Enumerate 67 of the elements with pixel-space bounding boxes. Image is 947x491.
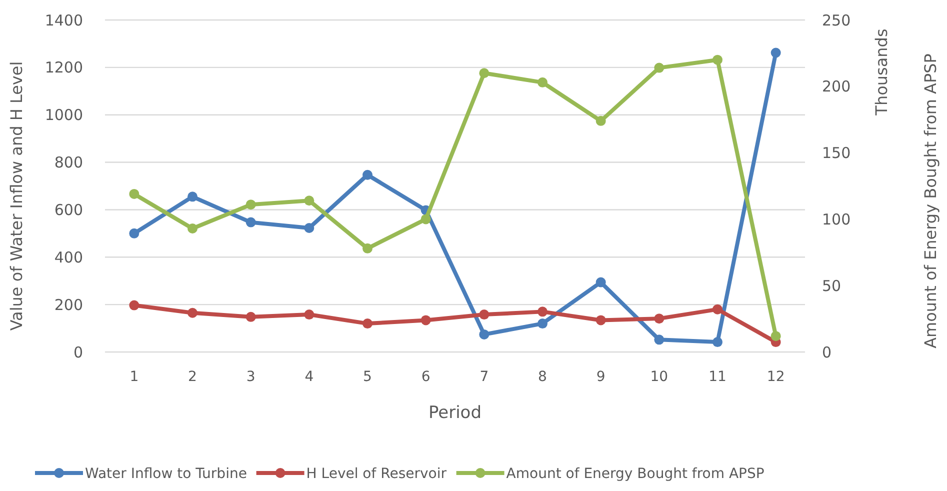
point xyxy=(420,315,431,326)
point xyxy=(304,222,314,233)
point xyxy=(654,314,664,324)
x-tick-label: 11 xyxy=(708,368,726,385)
point xyxy=(770,48,781,58)
point xyxy=(129,300,140,310)
y-tick-label: 400 xyxy=(54,248,83,266)
point xyxy=(246,217,256,228)
point xyxy=(304,196,314,206)
point xyxy=(246,312,256,322)
y-tick-label: 1400 xyxy=(44,11,83,30)
point xyxy=(129,188,140,199)
point xyxy=(596,315,606,326)
x-tick-label: 7 xyxy=(480,368,489,385)
point xyxy=(654,62,664,73)
y2-tick-label: 0 xyxy=(822,343,832,362)
x-tick-label: 9 xyxy=(596,368,606,385)
x-axis-title: Period xyxy=(428,403,482,423)
legend-label: Amount of Energy Bought from APSP xyxy=(506,466,764,482)
point xyxy=(479,68,490,78)
point xyxy=(129,228,140,238)
point xyxy=(538,77,548,88)
point xyxy=(246,200,256,210)
x-tick-label: 10 xyxy=(650,368,668,385)
legend-label: H Level of Reservoir xyxy=(306,466,447,482)
x-tick-label: 3 xyxy=(246,368,256,385)
x-tick-label: 2 xyxy=(188,368,197,385)
y2-tick-label: 250 xyxy=(822,11,851,30)
point xyxy=(188,223,198,234)
point xyxy=(479,310,490,320)
y2-axis-title: Amount of Energy Bought from APSP xyxy=(921,53,940,348)
y2-tick-label: 150 xyxy=(822,144,851,162)
point xyxy=(596,116,606,126)
text: Thousands xyxy=(872,28,891,116)
y-tick-label: 200 xyxy=(54,296,83,314)
point xyxy=(712,304,722,314)
point xyxy=(362,318,372,329)
x-tick-label: 12 xyxy=(766,368,785,385)
point xyxy=(479,329,490,340)
y2-tick-label: 50 xyxy=(822,276,842,295)
x-tick-label: 8 xyxy=(538,368,547,385)
x-tick-label: 1 xyxy=(130,368,139,385)
x-tick-label: 6 xyxy=(421,368,430,385)
point xyxy=(188,192,198,202)
x-tick-label: 5 xyxy=(363,368,372,385)
y-tick-label: 1000 xyxy=(44,106,83,124)
point xyxy=(712,337,722,348)
point xyxy=(362,170,372,180)
point xyxy=(654,334,664,345)
y-tick-label: 800 xyxy=(54,154,83,172)
point xyxy=(420,214,431,224)
point xyxy=(712,54,722,65)
point xyxy=(770,331,781,342)
legend-label: Water Inflow to Turbine xyxy=(85,466,247,482)
point xyxy=(538,318,548,329)
y2-tick-label: 100 xyxy=(822,210,851,228)
x-tick-label: 4 xyxy=(304,368,314,385)
y-tick-label: 0 xyxy=(73,343,83,362)
point xyxy=(304,310,314,320)
point xyxy=(538,306,548,317)
point xyxy=(362,243,372,254)
point xyxy=(188,308,198,318)
point xyxy=(596,277,606,288)
y-axis-title: Value of Water Inflow and H Level xyxy=(7,61,26,331)
y-tick-label: 600 xyxy=(54,200,83,219)
y2-tick-label: 200 xyxy=(822,78,851,96)
y-tick-label: 1200 xyxy=(44,58,83,77)
